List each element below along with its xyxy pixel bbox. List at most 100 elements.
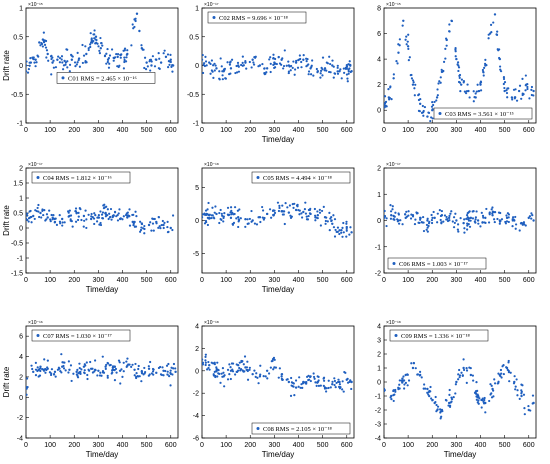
data-point [121, 375, 124, 378]
data-point [33, 61, 36, 64]
data-point [47, 59, 50, 62]
y-tick-label: -3 [375, 422, 381, 429]
data-point [431, 216, 434, 219]
data-point [111, 369, 114, 372]
data-point [468, 210, 471, 213]
data-point [428, 220, 431, 223]
data-point [455, 219, 458, 222]
data-point [77, 372, 80, 375]
data-point [202, 361, 205, 364]
data-point [235, 64, 238, 68]
data-point [32, 214, 35, 218]
data-point [172, 362, 176, 366]
data-point [69, 364, 73, 367]
y-tick-label: -0.5 [187, 92, 199, 99]
data-point [234, 373, 237, 376]
data-point [314, 216, 317, 219]
data-point [257, 216, 260, 219]
data-point [49, 220, 52, 223]
data-point [282, 64, 286, 68]
data-point [163, 49, 166, 52]
data-point [524, 74, 527, 77]
data-point [458, 76, 461, 80]
data-point [78, 65, 81, 68]
data-point [402, 379, 405, 382]
data-point [514, 385, 517, 388]
data-point [474, 218, 477, 221]
data-point [210, 69, 213, 72]
data-point [220, 212, 223, 215]
legend-marker [256, 427, 260, 430]
data-point [42, 40, 46, 43]
data-point [213, 62, 216, 65]
data-point [440, 415, 443, 418]
data-point [307, 214, 310, 218]
data-point [429, 119, 432, 123]
data-point [506, 212, 509, 215]
data-point [98, 49, 101, 52]
axis-exponent: ×10⁻¹⁸ [204, 320, 219, 326]
data-point [26, 214, 29, 217]
data-point [159, 61, 163, 64]
data-point [334, 385, 337, 389]
data-point [67, 371, 70, 374]
data-point [521, 77, 524, 80]
data-point [210, 216, 213, 220]
scatter-series [384, 13, 535, 123]
data-point [518, 397, 521, 400]
data-point [526, 87, 529, 91]
data-point [84, 364, 87, 367]
data-point [166, 225, 169, 229]
data-point [457, 373, 460, 376]
data-point [124, 60, 128, 63]
data-point [248, 366, 251, 369]
data-point [123, 60, 126, 64]
data-point [68, 368, 71, 371]
data-point [532, 89, 535, 93]
data-point [511, 98, 514, 101]
data-point [481, 397, 484, 400]
data-point [44, 219, 47, 222]
data-point [213, 211, 216, 214]
data-point [77, 215, 80, 218]
data-point [396, 62, 399, 65]
data-point [458, 376, 461, 379]
data-point [162, 223, 165, 227]
data-point [206, 216, 209, 219]
data-point [54, 217, 57, 220]
data-point [137, 367, 140, 371]
data-point [26, 218, 29, 222]
x-tick-label: 500 [317, 442, 329, 449]
data-point [143, 227, 146, 231]
data-point [229, 61, 232, 64]
data-point [163, 221, 166, 225]
data-point [487, 33, 490, 36]
data-point [93, 222, 96, 226]
data-point [458, 74, 461, 77]
data-point [318, 211, 322, 214]
data-point [140, 226, 143, 229]
data-point [432, 103, 435, 107]
data-point [474, 390, 478, 393]
data-point [56, 368, 60, 371]
data-point [292, 382, 295, 385]
data-point [108, 54, 112, 57]
data-point [92, 39, 95, 43]
data-point [113, 56, 117, 59]
data-point [280, 373, 283, 376]
y-tick-label: 0.5 [13, 211, 23, 218]
x-tick-label: 100 [44, 442, 56, 449]
data-point [230, 362, 234, 365]
data-point [204, 355, 207, 359]
data-point [78, 206, 81, 210]
data-point [390, 98, 393, 101]
data-point [99, 36, 102, 40]
data-point [514, 96, 517, 99]
x-tick-label: 0 [200, 442, 204, 449]
data-point [238, 366, 241, 370]
data-point [329, 386, 332, 389]
data-point [333, 377, 336, 380]
axis-exponent: ×10⁻¹⁷ [386, 162, 401, 168]
data-point [39, 44, 42, 47]
